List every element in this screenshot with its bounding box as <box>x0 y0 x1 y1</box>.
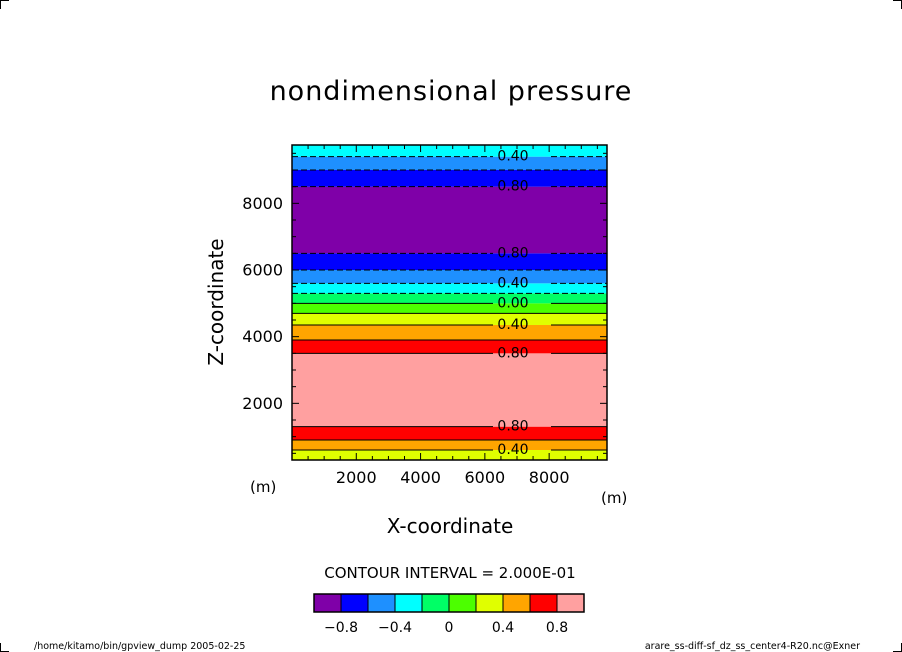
colorbar-tick-label: −0.4 <box>378 620 412 636</box>
colorbar-tick-label: −0.8 <box>324 620 358 636</box>
filled-band <box>292 186 607 254</box>
colorbar-cell <box>313 593 342 613</box>
colorbar-tick-label: 0.8 <box>546 620 568 636</box>
corner-mark-top-left <box>0 0 9 9</box>
contour-label: 0.00 <box>497 295 528 311</box>
x-tick-label: 4000 <box>400 468 441 487</box>
filled-band <box>292 303 607 314</box>
contour-label: 0.40 <box>497 149 528 165</box>
colorbar-cell <box>502 593 531 613</box>
y-tick-label: 8000 <box>242 194 283 213</box>
colorbar-cell <box>529 593 558 613</box>
filled-band <box>292 293 607 304</box>
y-axis-unit: (m) <box>250 478 277 496</box>
contour-interval-text: CONTOUR INTERVAL = 2.000E-01 <box>324 564 576 582</box>
colorbar-tick-label: 0 <box>445 620 454 636</box>
y-tick-label: 6000 <box>242 261 283 280</box>
plot-frame <box>291 144 608 461</box>
contour-label: 0.40 <box>497 442 528 458</box>
colorbar-cell <box>556 593 585 613</box>
filled-band <box>292 313 607 325</box>
contour-line-layer <box>292 156 607 451</box>
x-axis-unit: (m) <box>601 489 628 507</box>
chart-title: nondimensional pressure <box>269 76 633 107</box>
footer-right-text: arare_ss-diff-sf_dz_ss_center4-R20.nc@Ex… <box>644 641 860 652</box>
contour-label: 0.40 <box>497 275 528 291</box>
filled-band <box>292 270 607 284</box>
colorbar-cell <box>448 593 477 613</box>
footer-left-text: /home/kitamo/bin/gpview_dump 2005-02-25 <box>34 641 246 652</box>
contour-label-layer: 0.40 0.80 0.80 0.40 0.00 0.40 0.80 0.80 0.40 <box>497 149 528 458</box>
filled-band <box>292 450 607 460</box>
contour-label: 0.80 <box>497 345 528 361</box>
contour-label: 0.80 <box>497 419 528 435</box>
contour-label: 0.40 <box>497 317 528 333</box>
filled-band <box>292 253 607 270</box>
filled-band <box>292 145 607 157</box>
colorbar-cell <box>340 593 369 613</box>
colorbar-frame <box>313 593 585 613</box>
filled-band <box>292 283 607 294</box>
colorbar-cell <box>475 593 504 613</box>
plot-fill-layer <box>292 145 607 460</box>
colorbar-cell <box>367 593 396 613</box>
contour-label: 0.80 <box>497 245 528 261</box>
y-tick-label: 2000 <box>242 394 283 413</box>
x-tick-label: 8000 <box>529 468 570 487</box>
colorbar-tick-label: 0.4 <box>492 620 514 636</box>
filled-band <box>292 156 607 170</box>
contour-label: 0.80 <box>497 179 528 195</box>
filled-band <box>292 426 607 440</box>
x-axis-label: X-coordinate <box>386 514 514 538</box>
filled-band <box>292 340 607 354</box>
colorbar-cell <box>421 593 450 613</box>
x-tick-label: 6000 <box>464 468 505 487</box>
x-tick-label: 2000 <box>336 468 377 487</box>
filled-band <box>292 353 607 427</box>
filled-band <box>292 170 607 187</box>
colorbar: −0.8 −0.4 0 0.4 0.8 <box>313 593 585 636</box>
filled-band <box>292 440 607 450</box>
axis-tick-layer: 2000 4000 6000 8000 2000 4000 6000 8000 <box>242 145 607 487</box>
colorbar-cell <box>394 593 423 613</box>
y-tick-label: 4000 <box>242 327 283 346</box>
filled-band <box>292 325 607 340</box>
